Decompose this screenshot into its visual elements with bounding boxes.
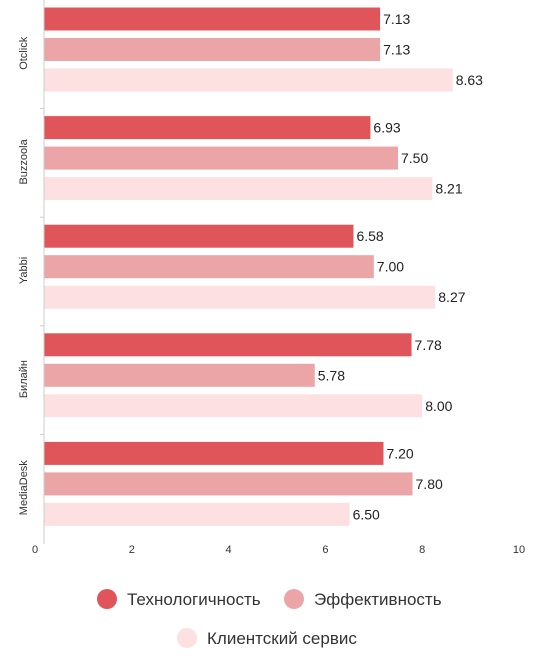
bar (44, 38, 381, 61)
legend: Технологичность Эффективность Клиентский с… (97, 589, 442, 648)
bar (44, 441, 384, 465)
bar (44, 502, 350, 526)
legend-label: Клиентский сервис (207, 629, 357, 648)
category-label: MediaDesk (18, 460, 30, 516)
value-label: 7.80 (416, 476, 443, 492)
legend-swatch (97, 589, 117, 609)
value-label: 6.58 (356, 228, 383, 244)
x-axis: 0 2 4 6 8 10 (32, 0, 525, 556)
bar (44, 363, 315, 387)
category-label: Yabbi (18, 257, 30, 284)
value-label: 7.50 (401, 150, 428, 166)
value-label: 6.50 (353, 506, 380, 522)
bar (44, 7, 381, 31)
legend-item: Эффективность (284, 589, 442, 609)
legend-swatch (284, 589, 304, 609)
value-label: 7.78 (415, 337, 442, 353)
x-tick-label: 2 (129, 544, 135, 556)
value-label: 8.21 (435, 181, 462, 197)
bar (44, 285, 436, 309)
value-label: 8.27 (438, 289, 465, 305)
bar (44, 116, 371, 140)
bar (44, 394, 423, 418)
labels-layer: Otclick 7.13 7.13 8.63 Buzzoola 6.937.50 8.21 Y… (18, 11, 483, 522)
x-tick-label: 10 (513, 544, 525, 556)
bar (44, 177, 433, 201)
value-label: 7.13 (383, 42, 410, 58)
x-tick-label: 8 (419, 544, 425, 556)
bar (44, 68, 453, 92)
bar (44, 255, 374, 279)
legend-label: Эффективность (314, 590, 442, 609)
category-label: Buzzoola (18, 138, 30, 184)
x-tick-label: 6 (322, 544, 328, 556)
bar (44, 333, 412, 357)
value-label: 7.00 (377, 259, 404, 275)
x-tick-label: 0 (32, 544, 38, 556)
value-label: 7.13 (383, 11, 410, 27)
value-label: 8.00 (425, 398, 452, 414)
legend-item: Технологичность (97, 589, 261, 609)
bar (44, 224, 354, 248)
value-label: 7.20 (386, 445, 413, 461)
value-label: 5.78 (318, 367, 345, 383)
legend-item: Клиентский сервис (177, 628, 357, 648)
value-label: 8.63 (456, 72, 483, 88)
bar (44, 146, 398, 170)
category-label: Otclick (18, 36, 30, 70)
bar (44, 472, 413, 496)
value-label: 6.93 (373, 120, 400, 136)
bars-layer (44, 7, 453, 526)
legend-swatch (177, 628, 197, 648)
category-label: Билайн (18, 360, 30, 398)
legend-label: Технологичность (127, 590, 261, 609)
x-tick-label: 4 (226, 544, 232, 556)
